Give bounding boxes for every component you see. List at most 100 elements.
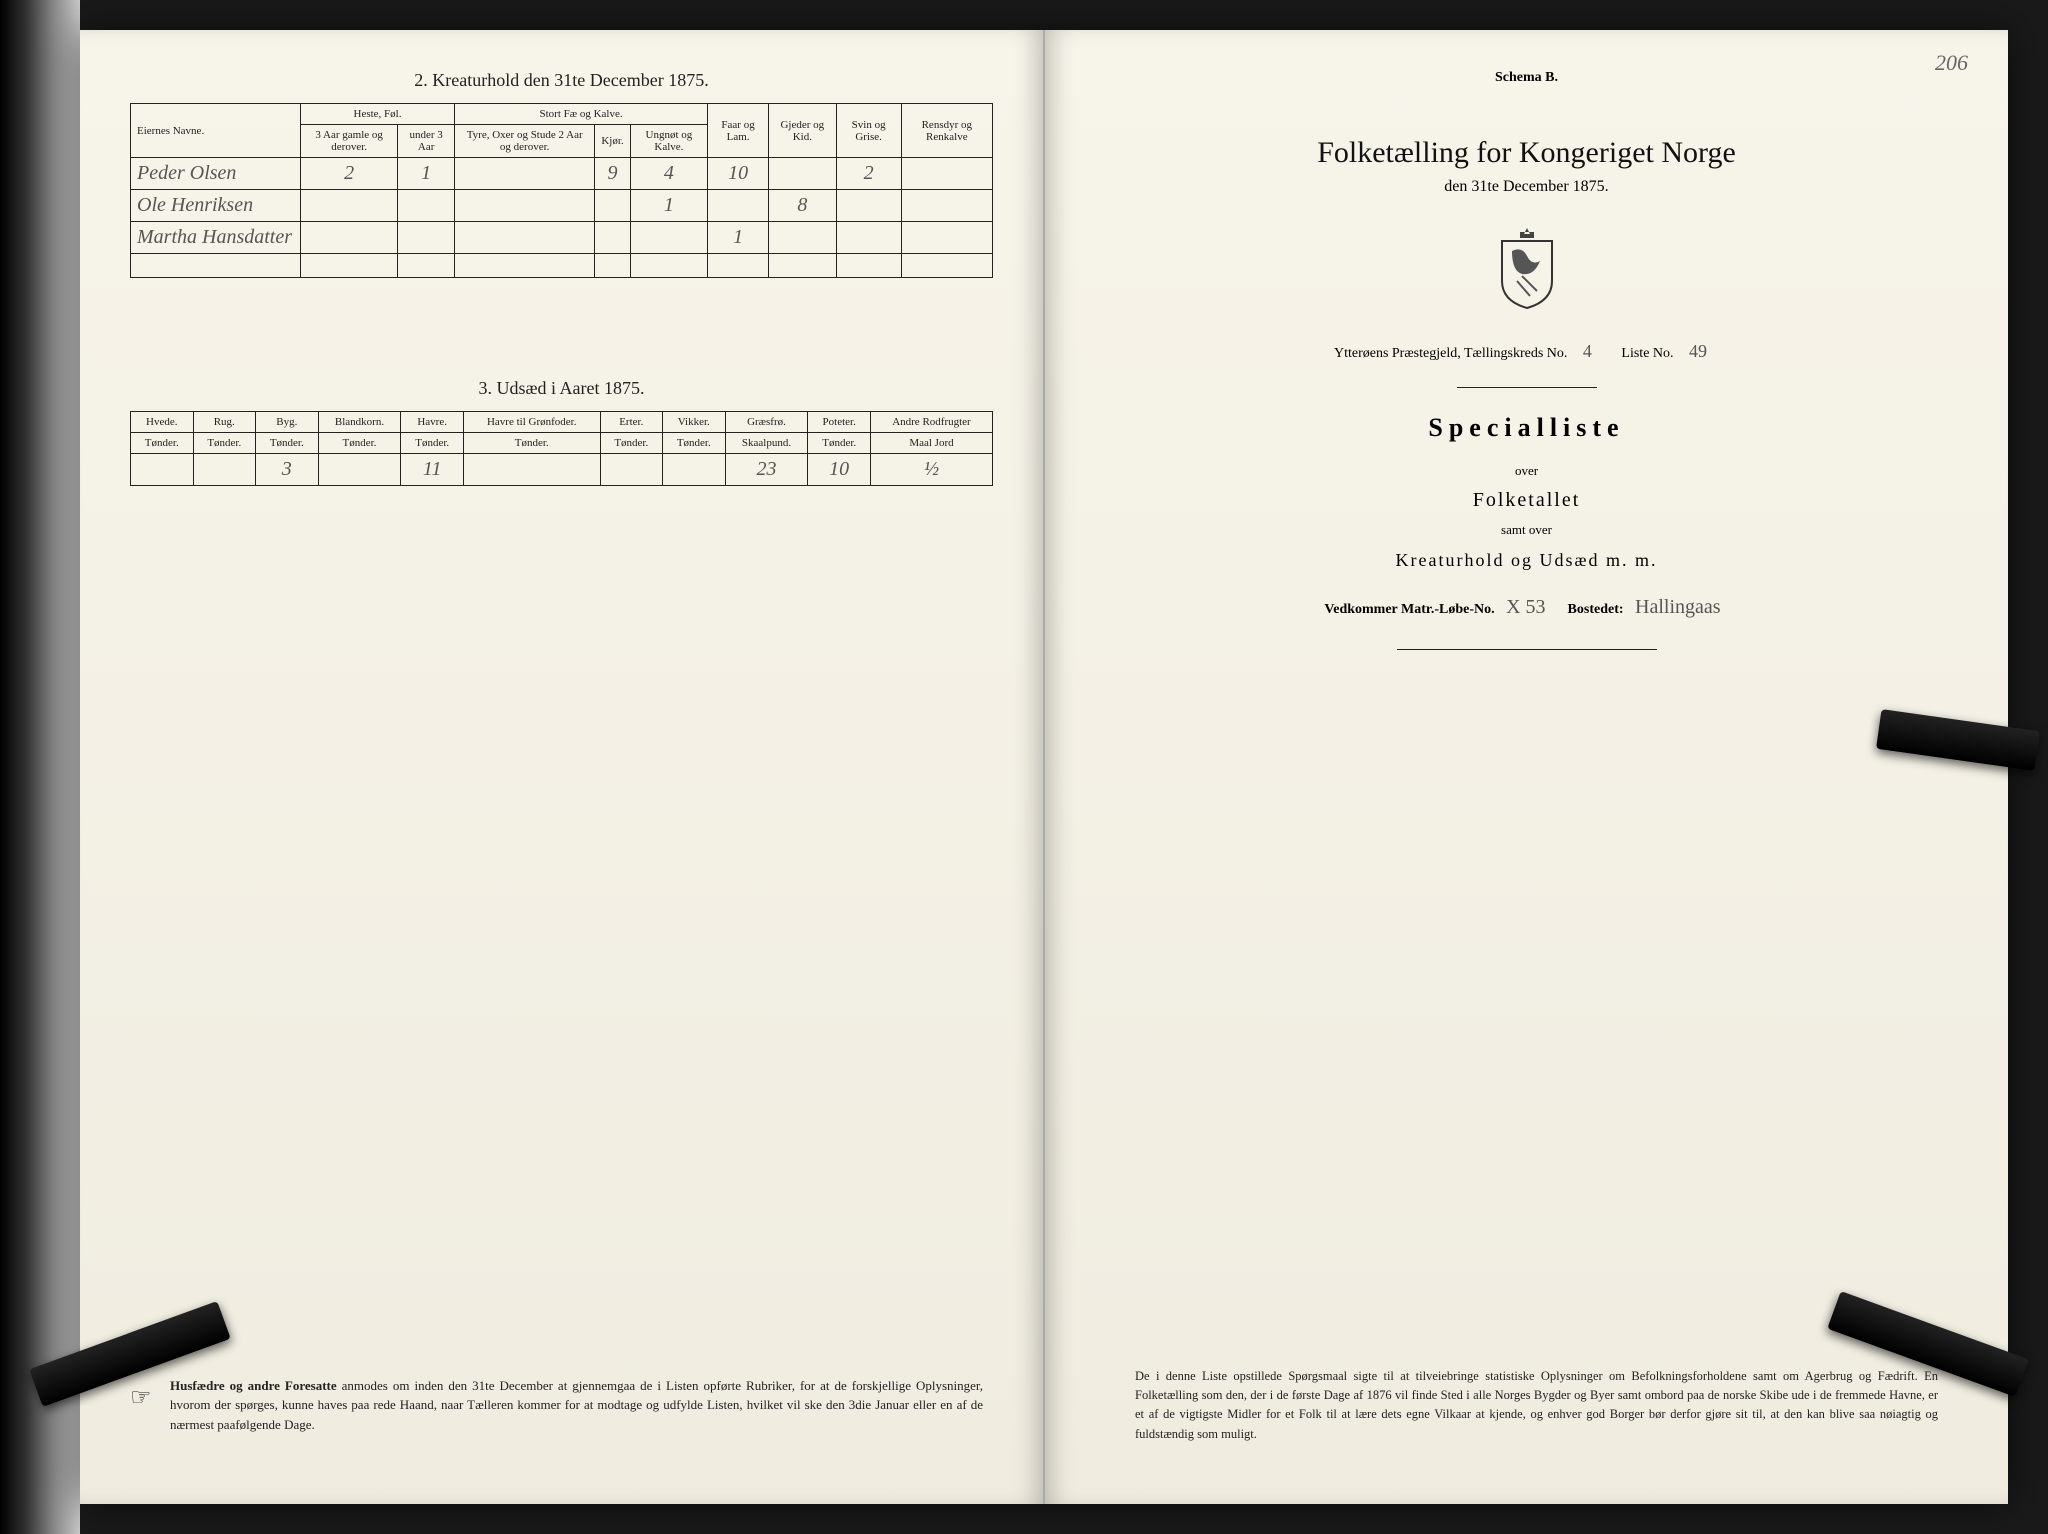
kreaturhold-body: Peder Olsen 2 1 9 4 10 2 Ole Henriksen [131, 158, 993, 278]
table-row: Peder Olsen 2 1 9 4 10 2 [131, 158, 993, 190]
cell [454, 158, 594, 190]
cell [318, 454, 401, 486]
section3-title: 3. Udsæd i Aaret 1875. [130, 378, 993, 399]
cell [836, 222, 901, 254]
cell [131, 454, 194, 486]
udsaed-row: 3 11 23 10 ½ [131, 454, 993, 486]
folketallet-heading: Folketallet [1095, 489, 1958, 512]
census-subtitle: den 31te December 1875. [1095, 178, 1958, 196]
bosted-label: Bostedet: [1568, 602, 1624, 617]
col-poteter: Poteter. [808, 412, 871, 433]
over-label-1: over [1095, 463, 1958, 479]
col-andre: Andre Rodfrugter [870, 412, 992, 433]
bosted-value: Hallingaas [1627, 596, 1729, 618]
matr-label: Vedkommer Matr.-Løbe-No. [1324, 602, 1494, 617]
cell: 4 [630, 158, 707, 190]
col-stort-fae: Stort Fæ og Kalve. [454, 104, 707, 125]
cell [301, 190, 398, 222]
cell: ½ [870, 454, 992, 486]
cell: 1 [398, 158, 455, 190]
left-page: 2. Kreaturhold den 31te December 1875. E… [80, 30, 1045, 1504]
owner-name: Martha Hansdatter [131, 222, 301, 254]
col-tyre: Tyre, Oxer og Stude 2 Aar og derover. [454, 125, 594, 158]
divider-long [1397, 649, 1657, 650]
udsaed-table: Hvede. Rug. Byg. Blandkorn. Havre. Havre… [130, 411, 993, 486]
cell: 10 [708, 158, 769, 190]
divider [1457, 387, 1597, 388]
kreaturhold-table: Eiernes Navne. Heste, Føl. Stort Fæ og K… [130, 103, 993, 278]
owner-name: Peder Olsen [131, 158, 301, 190]
cell [595, 222, 630, 254]
col-havre-gron: Havre til Grønfoder. [463, 412, 600, 433]
cell [463, 454, 600, 486]
cell [193, 454, 256, 486]
right-page: 206 Schema B. Folketælling for Kongerige… [1045, 30, 2008, 1504]
cell [901, 222, 992, 254]
col-kjor: Kjør. [595, 125, 630, 158]
open-book: 2. Kreaturhold den 31te December 1875. E… [80, 30, 2008, 1504]
kreatur-heading: Kreaturhold og Udsæd m. m. [1095, 550, 1958, 571]
cell: 9 [595, 158, 630, 190]
table-row: Ole Henriksen 1 8 [131, 190, 993, 222]
unit: Tønder. [256, 433, 319, 454]
col-svin: Svin og Grise. [836, 104, 901, 158]
parish-no: 4 [1571, 341, 1604, 361]
col-heste-3aar: 3 Aar gamle og derover. [301, 125, 398, 158]
cell [454, 222, 594, 254]
col-heste-under3: under 3 Aar [398, 125, 455, 158]
col-hvede: Hvede. [131, 412, 194, 433]
specialliste-heading: Specialliste [1095, 413, 1958, 443]
col-erter: Erter. [600, 412, 663, 433]
unit: Tønder. [318, 433, 401, 454]
cell: 10 [808, 454, 871, 486]
unit: Tønder. [463, 433, 600, 454]
footnote-lead: Husfædre og andre Foresatte [170, 1378, 337, 1393]
section-udsaed: 3. Udsæd i Aaret 1875. Hvede. Rug. Byg. … [130, 378, 993, 486]
cell [901, 158, 992, 190]
col-havre: Havre. [401, 412, 464, 433]
schema-label: Schema B. [1095, 70, 1958, 86]
cell [663, 454, 726, 486]
parish-line: Ytterøens Præstegjeld, Tællingskreds No.… [1095, 341, 1958, 362]
unit: Tønder. [808, 433, 871, 454]
col-gjeder: Gjeder og Kid. [769, 104, 837, 158]
col-rensdyr: Rensdyr og Renkalve [901, 104, 992, 158]
book-spine [0, 0, 80, 1534]
coat-of-arms-icon [1492, 226, 1562, 311]
cell [769, 158, 837, 190]
cell: 2 [836, 158, 901, 190]
col-ungnot: Ungnøt og Kalve. [630, 125, 707, 158]
cell: 11 [401, 454, 464, 486]
right-footnote: De i denne Liste opstillede Spørgsmaal s… [1135, 1367, 1938, 1445]
cell [836, 190, 901, 222]
col-graesfro: Græsfrø. [725, 412, 808, 433]
unit: Tønder. [401, 433, 464, 454]
table-row: Martha Hansdatter 1 [131, 222, 993, 254]
matr-no: X 53 [1498, 596, 1553, 618]
unit: Tønder. [663, 433, 726, 454]
cell [630, 222, 707, 254]
cell: 1 [708, 222, 769, 254]
page-number: 206 [1935, 50, 1968, 76]
cell: 2 [301, 158, 398, 190]
liste-no: 49 [1677, 341, 1719, 361]
unit: Maal Jord [870, 433, 992, 454]
col-vikker: Vikker. [663, 412, 726, 433]
cell: 23 [725, 454, 808, 486]
table-row-empty [131, 254, 993, 278]
liste-label: Liste No. [1621, 346, 1673, 361]
cell [901, 190, 992, 222]
cell [708, 190, 769, 222]
cell [454, 190, 594, 222]
col-blandkorn: Blandkorn. [318, 412, 401, 433]
samt-label: samt over [1095, 522, 1958, 538]
cell: 3 [256, 454, 319, 486]
matr-line: Vedkommer Matr.-Løbe-No. X 53 Bostedet: … [1095, 596, 1958, 619]
left-footnote: ☞ Husfædre og andre Foresatte anmodes om… [170, 1376, 983, 1435]
cell: 8 [769, 190, 837, 222]
unit: Tønder. [131, 433, 194, 454]
cell [595, 190, 630, 222]
unit: Skaalpund. [725, 433, 808, 454]
col-byg: Byg. [256, 412, 319, 433]
unit: Tønder. [600, 433, 663, 454]
